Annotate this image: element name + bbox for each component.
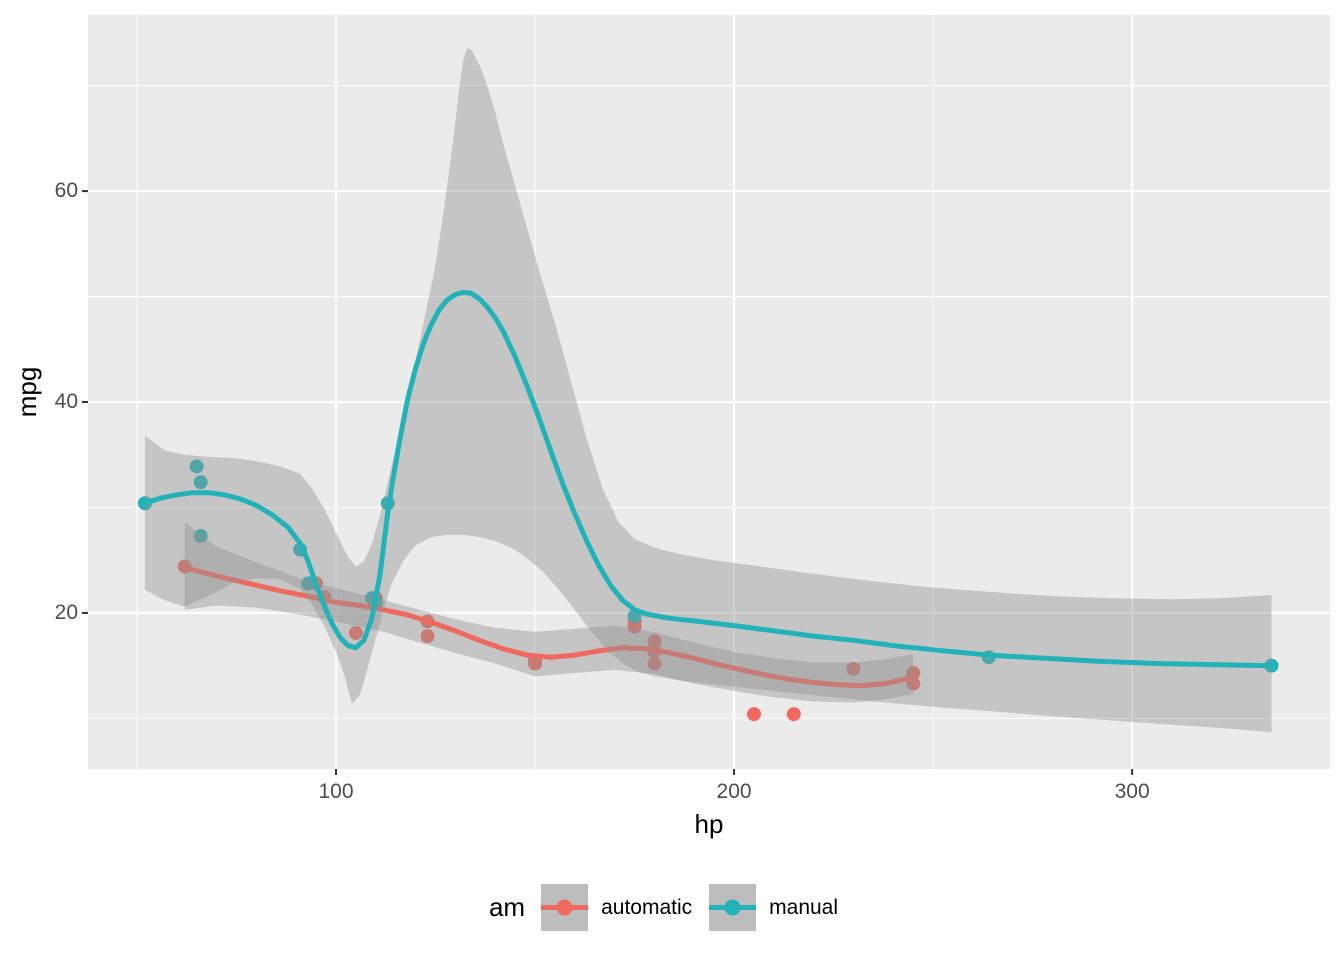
data-point-automatic <box>846 661 861 676</box>
y-tick-label: 60 <box>54 179 78 203</box>
legend-key-manual <box>709 884 757 931</box>
data-point-manual <box>301 576 316 591</box>
y-tick-label: 20 <box>54 600 78 624</box>
data-point-automatic <box>420 629 435 644</box>
x-axis-title: hp <box>694 809 724 839</box>
smooth-line-automatic <box>182 565 916 689</box>
legend-label-manual: manual <box>769 895 839 919</box>
x-tick-label: 200 <box>716 780 752 803</box>
legend-key-automatic <box>541 884 589 931</box>
smooth-key-icon <box>541 899 589 916</box>
data-point-manual <box>193 475 208 490</box>
legend-label-automatic: automatic <box>601 895 693 919</box>
data-point-automatic <box>746 707 761 722</box>
x-tick-label: 300 <box>1114 780 1150 803</box>
data-point-automatic <box>647 634 662 649</box>
y-tick-label: 40 <box>54 390 78 414</box>
smooth-key-icon <box>709 899 757 916</box>
data-point-automatic <box>786 707 801 722</box>
legend: am automatic manual <box>0 884 1344 931</box>
legend-title: am <box>488 892 526 922</box>
confidence-ribbon-automatic <box>184 522 914 703</box>
data-point-automatic <box>647 656 662 671</box>
legend-key-dot <box>724 899 741 916</box>
data-point-manual <box>193 528 208 543</box>
x-tick-label: 100 <box>318 780 354 803</box>
data-point-manual <box>189 459 204 474</box>
smooth-line-manual <box>142 289 1274 669</box>
data-point-automatic <box>348 625 363 640</box>
data-point-automatic <box>528 656 543 671</box>
plot-panel <box>88 15 1330 769</box>
legend-key-dot <box>556 899 573 916</box>
legend-entry-manual: manual <box>709 884 855 931</box>
legend-entry-automatic: automatic <box>541 884 709 931</box>
